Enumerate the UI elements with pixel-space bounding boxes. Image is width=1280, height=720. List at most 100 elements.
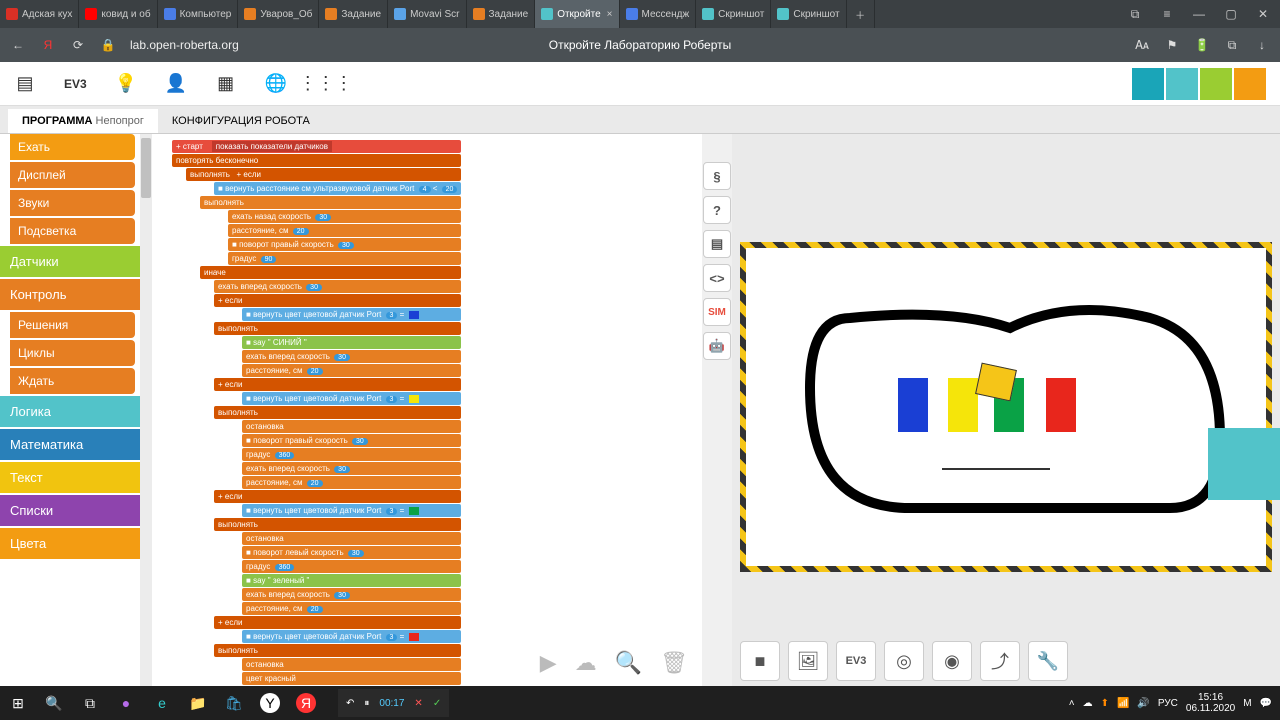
trash-icon[interactable]: 🗑 xyxy=(660,650,688,676)
turn-block[interactable]: ■ поворот правый скорость 30 xyxy=(242,434,461,447)
do-block[interactable]: выполнять xyxy=(214,406,461,419)
minimize-icon[interactable]: — xyxy=(1184,2,1214,26)
sensor-block[interactable]: ■ вернуть цвет цветовой датчик Port 3 = xyxy=(242,392,461,405)
zoom-icon[interactable]: 🔍 xyxy=(615,650,642,676)
apps-icon[interactable]: ⋮⋮⋮ xyxy=(315,73,337,95)
turn-block[interactable]: ■ поворот левый скорость 30 xyxy=(242,546,461,559)
browser-tab[interactable]: Задание xyxy=(319,0,388,28)
menu-icon[interactable]: ▤ xyxy=(14,73,36,95)
bulb-icon[interactable]: 💡 xyxy=(115,73,137,95)
stop-block[interactable]: остановка xyxy=(242,420,461,433)
export-icon[interactable]: ⤴ xyxy=(980,641,1020,681)
input-icon[interactable]: M xyxy=(1243,698,1251,709)
browser-tab[interactable]: Задание xyxy=(467,0,536,28)
drive-block[interactable]: ехать вперед скорость 30 xyxy=(242,588,461,601)
browser-tab[interactable]: Компьютер xyxy=(158,0,239,28)
extension-icon[interactable]: ⧉ xyxy=(1224,37,1240,53)
repeat-block[interactable]: повторять бесконечно xyxy=(172,154,461,167)
do-block[interactable]: выполнять xyxy=(200,196,461,209)
stop-block[interactable]: остановка xyxy=(242,532,461,545)
globe-icon[interactable]: 🌐 xyxy=(265,73,287,95)
light-block[interactable]: цвет красный xyxy=(242,672,461,685)
notification-icon[interactable]: 💬 xyxy=(1260,698,1272,709)
sim-button[interactable]: SIM xyxy=(703,298,731,326)
sensor-block[interactable]: ■ вернуть расстояние см ультразвуковой д… xyxy=(214,182,461,195)
edge-icon[interactable]: e xyxy=(144,686,180,720)
cat-lists[interactable]: Списки xyxy=(0,495,152,526)
update-icon[interactable]: ⬆ xyxy=(1101,698,1109,709)
drive-block[interactable]: ехать вперед скорость 30 xyxy=(214,280,461,293)
pause-icon[interactable]: ⏸ xyxy=(364,698,369,709)
cat-logic[interactable]: Логика xyxy=(0,396,152,427)
if-block[interactable]: + если xyxy=(214,616,461,629)
app-icon[interactable]: ● xyxy=(108,686,144,720)
do-block[interactable]: выполнять xyxy=(214,644,461,657)
if-block[interactable]: + если xyxy=(214,490,461,503)
sensor-icon[interactable]: ◎ xyxy=(884,641,924,681)
undo-icon[interactable]: ↶ xyxy=(346,698,354,709)
sidebar-icon[interactable]: ⧉ xyxy=(1120,2,1150,26)
dist-block[interactable]: расстояние, см 20 xyxy=(242,602,461,615)
drive-block[interactable]: ехать вперед скорость 30 xyxy=(242,350,461,363)
yandex-icon[interactable]: Y xyxy=(252,686,288,720)
cat-move[interactable]: Ехать xyxy=(10,134,135,160)
location-icon[interactable]: ◉ xyxy=(932,641,972,681)
cat-decisions[interactable]: Решения xyxy=(10,312,135,338)
cloud-icon[interactable]: ☁ xyxy=(575,650,597,676)
else-block[interactable]: иначе xyxy=(200,266,461,279)
yandex-icon[interactable]: Я xyxy=(288,686,324,720)
user-icon[interactable]: 👤 xyxy=(165,73,187,95)
do-block[interactable]: выполнять xyxy=(214,518,461,531)
browser-tab-active[interactable]: Откройте× xyxy=(535,0,619,28)
wrench-icon[interactable]: 🔧 xyxy=(1028,641,1068,681)
drive-block[interactable]: ехать назад скорость 30 xyxy=(228,210,461,223)
new-tab-button[interactable]: ＋ xyxy=(847,0,875,28)
deg-block[interactable]: градус 360 xyxy=(242,448,461,461)
dist-block[interactable]: расстояние, см 20 xyxy=(228,224,461,237)
if-block[interactable]: + если xyxy=(214,378,461,391)
browser-tab[interactable]: Скриншот xyxy=(696,0,771,28)
cat-colors[interactable]: Цвета xyxy=(0,528,152,559)
onedrive-icon[interactable]: ☁ xyxy=(1083,698,1093,709)
start-icon[interactable]: ⊞ xyxy=(0,686,36,720)
cat-math[interactable]: Математика xyxy=(0,429,152,460)
chevron-up-icon[interactable]: ˄ xyxy=(1069,698,1075,709)
back-icon[interactable]: ← xyxy=(10,37,26,53)
sim-arena[interactable] xyxy=(740,242,1272,572)
cat-text[interactable]: Текст xyxy=(0,462,152,493)
cat-wait[interactable]: Ждать xyxy=(10,368,135,394)
explorer-icon[interactable]: 📁 xyxy=(180,686,216,720)
say-block[interactable]: ■ say " СИНИЙ " xyxy=(242,336,461,349)
translate-icon[interactable]: 🗛 xyxy=(1134,37,1150,53)
volume-icon[interactable]: 🔊 xyxy=(1137,698,1149,709)
confirm-icon[interactable]: ✓ xyxy=(433,698,441,709)
cat-display[interactable]: Дисплей xyxy=(10,162,135,188)
close-icon[interactable]: ✕ xyxy=(1248,2,1278,26)
play-icon[interactable]: ▶ xyxy=(540,650,557,676)
cat-light[interactable]: Подсветка xyxy=(10,218,135,244)
help-icon[interactable]: ? xyxy=(703,196,731,224)
browser-tab[interactable]: Адская кух xyxy=(0,0,79,28)
cancel-icon[interactable]: ✕ xyxy=(414,698,422,709)
taskview-icon[interactable]: ⧉ xyxy=(72,686,108,720)
sensor-block[interactable]: ■ вернуть цвет цветовой датчик Port 3 = xyxy=(242,630,461,643)
cat-sensors[interactable]: Датчики xyxy=(0,246,152,277)
cat-control[interactable]: Контроль xyxy=(0,279,152,310)
do-block[interactable]: выполнять xyxy=(214,322,461,335)
code-icon[interactable]: <> xyxy=(703,264,731,292)
tab-config[interactable]: КОНФИГУРАЦИЯ РОБОТА xyxy=(158,109,324,133)
turn-block[interactable]: ■ поворот правый скорость 30 xyxy=(228,238,461,251)
block-canvas[interactable]: + старт показать показатели датчиков пов… xyxy=(152,134,702,686)
stop-button[interactable]: ■ xyxy=(740,641,780,681)
download-icon[interactable]: ↓ xyxy=(1254,37,1270,53)
yandex-icon[interactable]: Я xyxy=(40,37,56,53)
browser-tab[interactable]: ковид и об xyxy=(79,0,157,28)
clock[interactable]: 15:16 06.11.2020 xyxy=(1186,692,1235,714)
gallery-icon[interactable]: ▦ xyxy=(215,73,237,95)
finish-square[interactable] xyxy=(1208,428,1280,500)
deg-block[interactable]: градус 90 xyxy=(228,252,461,265)
bookmark-icon[interactable]: ⚑ xyxy=(1164,37,1180,53)
search-icon[interactable]: 🔍 xyxy=(36,686,72,720)
cat-sounds[interactable]: Звуки xyxy=(10,190,135,216)
browser-tab[interactable]: Скриншот xyxy=(771,0,846,28)
